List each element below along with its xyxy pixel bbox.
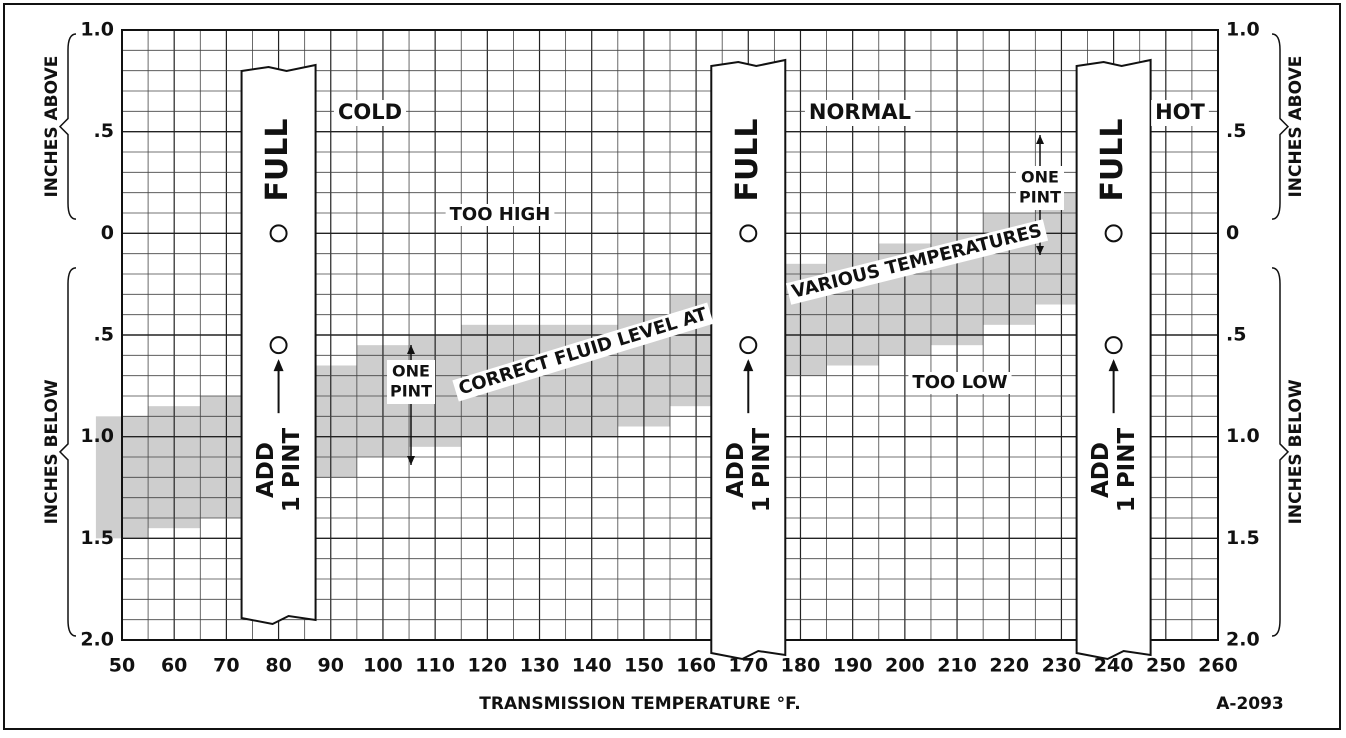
region-label: TOO HIGH bbox=[450, 204, 551, 225]
add-label: ADD bbox=[723, 442, 749, 498]
arrow-head bbox=[407, 456, 415, 465]
y-axis-title: INCHES ABOVE bbox=[1286, 56, 1306, 198]
x-tick-label: 220 bbox=[989, 655, 1029, 677]
y2-tick-label: 1.0 bbox=[1226, 425, 1260, 447]
y-tick-label: 1.5 bbox=[80, 527, 114, 549]
zone-label: HOT bbox=[1155, 100, 1205, 124]
y2-tick-label: 1.0 bbox=[1226, 19, 1260, 41]
one-pint-label: PINT bbox=[1019, 188, 1061, 207]
add-label: 1 PINT bbox=[279, 428, 305, 513]
x-tick-label: 210 bbox=[937, 655, 977, 677]
arrow-head bbox=[1036, 135, 1044, 144]
x-tick-label: 190 bbox=[833, 655, 873, 677]
arrow-head bbox=[1036, 246, 1044, 255]
full-mark bbox=[739, 224, 758, 243]
y-tick-label: .5 bbox=[94, 120, 114, 142]
one-pint-label: ONE bbox=[392, 362, 430, 381]
x-tick-label: 200 bbox=[885, 655, 925, 677]
add-mark bbox=[739, 336, 758, 355]
frame bbox=[3, 3, 1341, 730]
x-tick-label: 80 bbox=[265, 655, 291, 677]
brace bbox=[1271, 33, 1290, 220]
arrow-head bbox=[743, 359, 754, 372]
add-label: ADD bbox=[253, 442, 279, 498]
add-mark bbox=[1104, 336, 1123, 355]
y-axis-title: INCHES BELOW bbox=[1286, 379, 1306, 524]
x-tick-label: 120 bbox=[467, 655, 507, 677]
label-bg bbox=[1016, 166, 1064, 210]
x-tick-label: 140 bbox=[572, 655, 612, 677]
y-tick-label: 2.0 bbox=[80, 629, 114, 651]
add-label: ADD bbox=[1088, 442, 1114, 498]
x-tick-label: 50 bbox=[109, 655, 135, 677]
x-tick-label: 240 bbox=[1094, 655, 1134, 677]
label-bg bbox=[785, 219, 1049, 305]
arrow-head bbox=[273, 359, 284, 372]
one-pint-label: PINT bbox=[390, 382, 432, 401]
full-mark bbox=[1104, 224, 1123, 243]
x-axis-title: TRANSMISSION TEMPERATURE °F. bbox=[479, 694, 800, 714]
x-tick-label: 100 bbox=[363, 655, 403, 677]
y2-tick-label: 0 bbox=[1226, 222, 1239, 244]
y2-tick-label: 2.0 bbox=[1226, 629, 1260, 651]
y-tick-label: 1.0 bbox=[80, 425, 114, 447]
zone-label-bg bbox=[804, 100, 916, 126]
y2-tick-label: 1.5 bbox=[1226, 527, 1260, 549]
zone-label-bg bbox=[333, 100, 407, 126]
x-tick-label: 250 bbox=[1146, 655, 1186, 677]
x-tick-label: 170 bbox=[728, 655, 768, 677]
full-label: FULL bbox=[260, 118, 295, 201]
y-tick-label: 1.0 bbox=[80, 19, 114, 41]
brace bbox=[1271, 267, 1290, 637]
x-tick-label: 60 bbox=[161, 655, 187, 677]
add-label: 1 PINT bbox=[749, 428, 775, 513]
one-pint-label: ONE bbox=[1021, 168, 1059, 187]
full-label: FULL bbox=[730, 118, 765, 201]
brace bbox=[58, 33, 77, 220]
y-tick-label: 0 bbox=[101, 222, 114, 244]
x-tick-label: 260 bbox=[1198, 655, 1238, 677]
add-label: 1 PINT bbox=[1114, 428, 1140, 513]
x-tick-label: 70 bbox=[213, 655, 239, 677]
full-mark bbox=[269, 224, 288, 243]
x-tick-label: 90 bbox=[318, 655, 344, 677]
full-label: FULL bbox=[1095, 118, 1130, 201]
x-tick-label: 160 bbox=[676, 655, 716, 677]
plot-border bbox=[121, 29, 1219, 641]
figure-id: A-2093 bbox=[1216, 694, 1284, 714]
label-bg bbox=[387, 360, 435, 404]
zone-label: COLD bbox=[338, 100, 402, 124]
y-axis-title: INCHES ABOVE bbox=[42, 56, 62, 198]
y-tick-label: .5 bbox=[94, 324, 114, 346]
x-tick-label: 130 bbox=[520, 655, 560, 677]
x-tick-label: 150 bbox=[624, 655, 664, 677]
y-axis-title: INCHES BELOW bbox=[42, 379, 62, 524]
x-tick-label: 180 bbox=[781, 655, 821, 677]
add-mark bbox=[269, 336, 288, 355]
arrow-head bbox=[1108, 359, 1119, 372]
y2-tick-label: .5 bbox=[1226, 120, 1246, 142]
arrow-head bbox=[407, 345, 415, 354]
zone-label: NORMAL bbox=[809, 100, 911, 124]
zone-label-bg bbox=[1151, 100, 1209, 126]
label-bg bbox=[445, 204, 555, 226]
brace bbox=[58, 267, 77, 637]
label-bg bbox=[908, 372, 1012, 394]
x-tick-label: 110 bbox=[415, 655, 455, 677]
x-tick-label: 230 bbox=[1042, 655, 1082, 677]
y2-tick-label: .5 bbox=[1226, 324, 1246, 346]
region-label: TOO LOW bbox=[912, 372, 1007, 393]
label-bg bbox=[452, 302, 714, 402]
